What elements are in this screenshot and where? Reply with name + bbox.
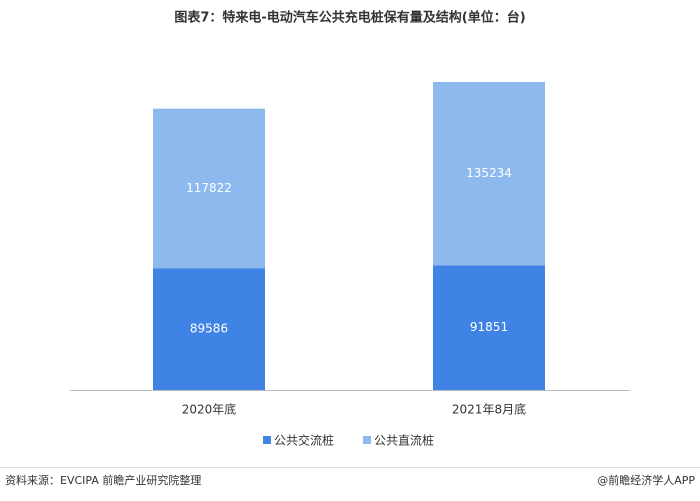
x-tick-label: 2020年底 xyxy=(182,402,237,417)
bar-segment xyxy=(153,268,265,390)
value-label: 91851 xyxy=(470,320,508,334)
chart-title: 图表7：特来电-电动汽车公共充电桩保有量及结构(单位：台) xyxy=(174,10,525,26)
bar-segment xyxy=(153,108,265,269)
legend-label: 公共直流桩 xyxy=(374,433,434,448)
legend-label: 公共交流桩 xyxy=(274,433,334,448)
value-label: 117822 xyxy=(186,181,232,195)
legend-swatch xyxy=(363,436,371,444)
bar-segment xyxy=(433,265,545,390)
value-label: 89586 xyxy=(190,322,228,336)
bar-segment xyxy=(433,82,545,266)
value-label: 135234 xyxy=(466,166,512,180)
credit: @前瞻经济学人APP xyxy=(597,473,695,487)
source: 资料来源：EVCIPA 前瞻产业研究院整理 xyxy=(5,473,201,487)
x-tick-label: 2021年8月底 xyxy=(452,402,526,417)
legend-swatch xyxy=(263,436,271,444)
